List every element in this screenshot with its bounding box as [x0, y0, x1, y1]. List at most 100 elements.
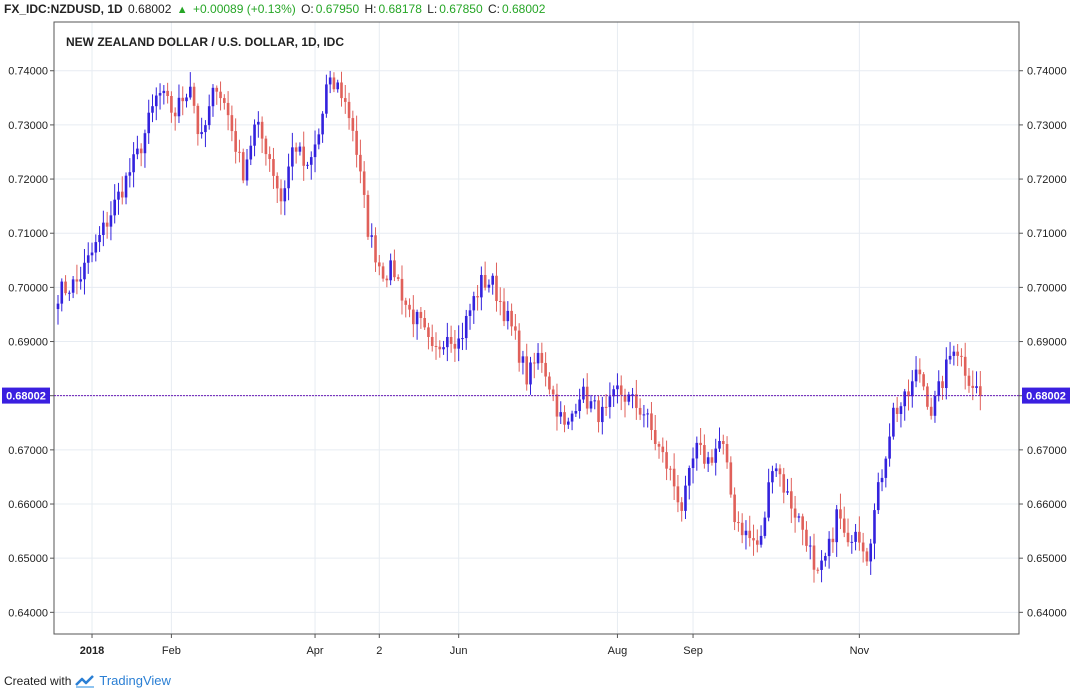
candle-down — [393, 260, 396, 278]
candle-down — [669, 468, 672, 470]
y-tick-label-left: 0.71000 — [8, 228, 48, 240]
candle-down — [971, 385, 975, 388]
candle-down — [241, 152, 245, 181]
candle-down — [230, 115, 234, 132]
candle-up — [336, 82, 340, 90]
candle-down — [812, 545, 816, 570]
candle-down — [540, 352, 544, 363]
y-tick-label-left: 0.73000 — [8, 120, 48, 132]
candle-down — [661, 446, 665, 453]
last-price-line: 0.68002 0.68002 — [2, 387, 1070, 404]
candle-up — [948, 355, 952, 360]
candle-up — [321, 113, 324, 135]
candle-up — [835, 509, 838, 543]
candle-up — [506, 310, 510, 322]
x-tick-label: Apr — [306, 645, 323, 657]
candle-up — [536, 352, 540, 364]
open-label: O: — [301, 2, 314, 16]
candle-up — [559, 412, 563, 417]
candle-down — [941, 381, 944, 389]
candle-down — [260, 121, 264, 139]
candle-down — [366, 194, 370, 237]
candle-up — [283, 188, 287, 202]
candle-up — [759, 535, 763, 545]
candle-down — [302, 146, 305, 166]
y-tick-label-right: 0.69000 — [1027, 337, 1067, 349]
candle-down — [514, 326, 517, 331]
candle-down — [264, 138, 268, 155]
candle-down — [960, 355, 963, 357]
candle-up — [718, 441, 721, 449]
candle-up — [117, 191, 120, 200]
candle-down — [597, 400, 600, 423]
candle-up — [102, 222, 105, 235]
candle-down — [355, 130, 358, 155]
candle-down — [635, 394, 638, 408]
y-axis-left: 0.74000 0.73000 0.72000 0.71000 0.70000 0.690… — [8, 66, 54, 619]
candle-up — [98, 234, 101, 243]
candle-up — [903, 391, 907, 407]
close-label: C: — [487, 2, 500, 16]
candle-up — [154, 95, 158, 107]
candle-down — [710, 457, 714, 463]
candle-down — [272, 159, 275, 176]
candle-down — [752, 538, 755, 541]
candle-up — [249, 145, 253, 160]
candle-down — [400, 278, 404, 301]
y-tick-label-right: 0.70000 — [1027, 282, 1067, 294]
x-tick-label: 2018 — [80, 645, 104, 657]
candle-up — [442, 347, 445, 350]
chart-title: NEW ZEALAND DOLLAR / U.S. DOLLAR, 1D, ID… — [66, 35, 344, 49]
candle-up — [774, 468, 778, 472]
candle-down — [858, 531, 861, 543]
candle-down — [729, 462, 733, 495]
candle-down — [653, 430, 657, 444]
candle-down — [672, 468, 676, 487]
x-tick-label: Aug — [608, 645, 628, 657]
candle-up — [601, 406, 604, 423]
candle-up — [464, 315, 468, 339]
y-axis-right: 0.74000 0.73000 0.72000 0.71000 0.70000 0.690… — [1019, 66, 1067, 619]
y-tick-label-right: 0.66000 — [1027, 499, 1067, 511]
y-tick-label-right: 0.71000 — [1027, 228, 1067, 240]
candle-down — [412, 309, 415, 325]
candle-up — [873, 510, 876, 544]
candle-down — [196, 105, 200, 135]
candle-up — [309, 157, 313, 165]
candle-up — [491, 275, 494, 285]
chart-header: FX_IDC:NZDUSD, 1D 0.68002 ▲ +0.00089 (+0… — [4, 2, 547, 20]
candle-up — [763, 517, 767, 536]
y-tick-label-left: 0.67000 — [8, 445, 48, 457]
candle-down — [548, 376, 551, 390]
candle-up — [892, 407, 895, 437]
last-price-badge-right — [1022, 387, 1070, 404]
candle-up — [83, 262, 86, 280]
candle-down — [343, 98, 347, 102]
candle-down — [657, 443, 661, 447]
candle-down — [525, 356, 529, 385]
candle-down — [359, 154, 362, 172]
candle-up — [457, 338, 460, 349]
last-price-value: 0.68002 — [128, 2, 172, 16]
candle-down — [408, 304, 411, 310]
tradingview-link[interactable]: TradingView — [99, 673, 171, 688]
candle-up — [691, 458, 695, 469]
candle-up — [389, 260, 392, 281]
candle-up — [899, 406, 903, 414]
candle-up — [612, 389, 615, 397]
candle-down — [340, 82, 343, 99]
candle-down — [756, 540, 759, 545]
candle-down — [404, 300, 408, 305]
candle-up — [608, 396, 612, 408]
candle-up — [876, 482, 880, 511]
candle-up — [143, 133, 147, 154]
candle-down — [979, 386, 982, 396]
candle-down — [181, 97, 185, 102]
candle-up — [521, 356, 525, 363]
candle-down — [449, 336, 453, 344]
candle-up — [529, 362, 532, 385]
candle-down — [374, 235, 377, 263]
candle-up — [574, 411, 578, 414]
candle-up — [631, 394, 634, 396]
